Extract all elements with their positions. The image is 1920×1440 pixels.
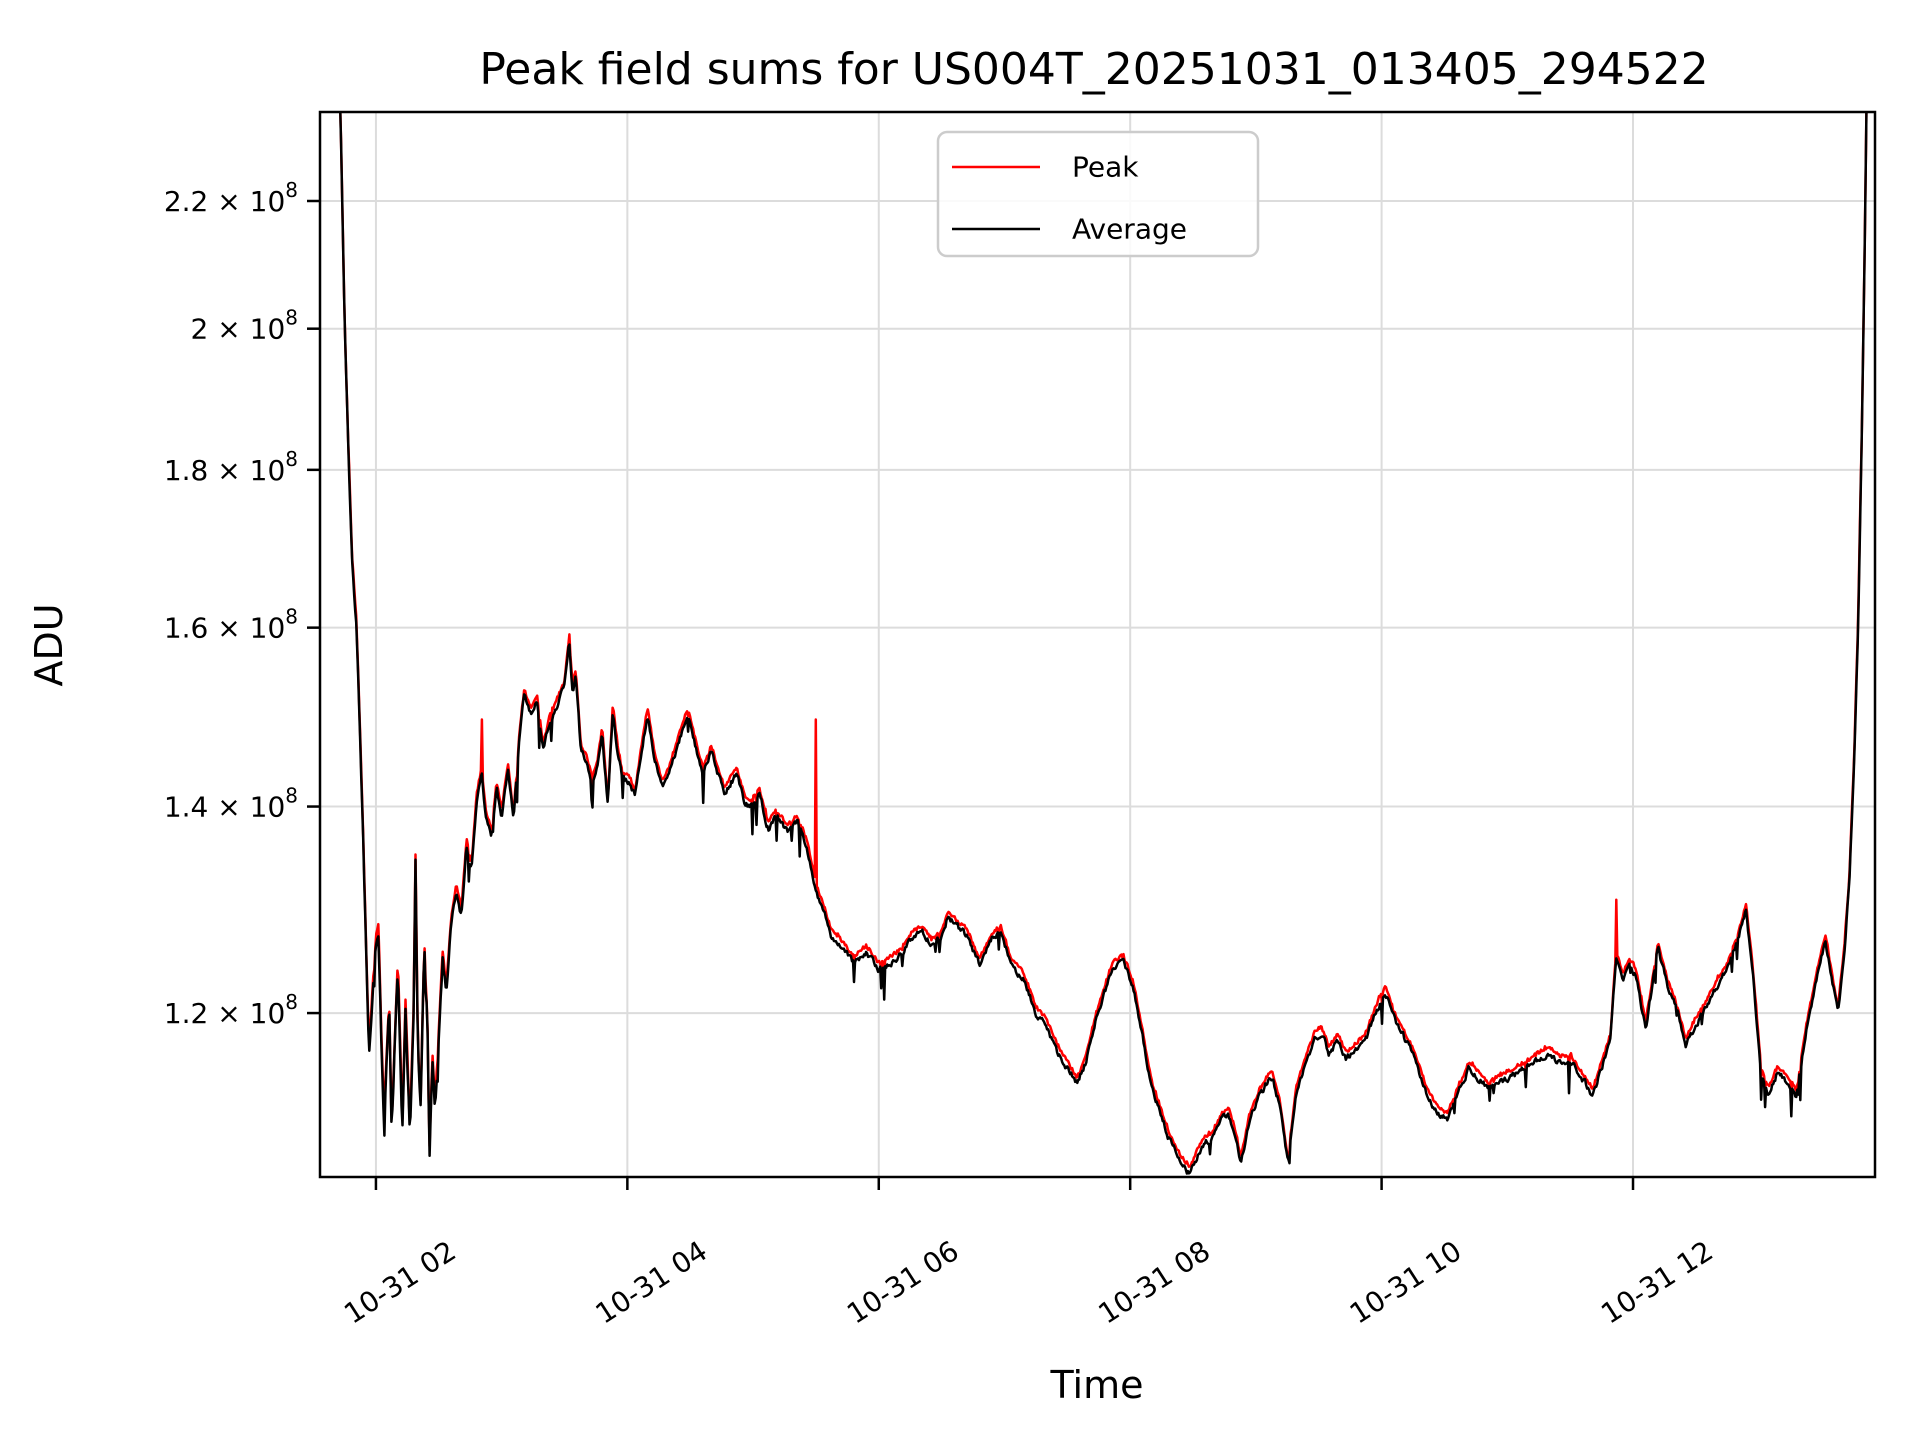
- axes-spines: [318, 110, 1877, 1179]
- y-tick-label: 1.8 × 108: [164, 447, 298, 487]
- y-tick-label: 1.2 × 108: [164, 990, 298, 1030]
- data-series: [339, 112, 1868, 1175]
- y-axis-label: ADU: [27, 603, 71, 686]
- y-tick-label: 2.2 × 108: [164, 178, 298, 218]
- average-series-line: [339, 112, 1868, 1175]
- chart-title: Peak field sums for US004T_20251031_0134…: [479, 44, 1708, 95]
- y-tick-label: 1.6 × 108: [164, 605, 298, 645]
- y-tick-label: 1.4 × 108: [164, 784, 298, 824]
- x-axis-label: Time: [1050, 1363, 1144, 1407]
- legend-box: [936, 130, 1260, 258]
- legend: Peak Average: [936, 130, 1260, 258]
- legend-label-peak: Peak: [1072, 151, 1139, 184]
- gridlines: [320, 112, 1875, 1177]
- y-tick-label: 2 × 108: [191, 306, 298, 346]
- legend-label-average: Average: [1072, 213, 1187, 246]
